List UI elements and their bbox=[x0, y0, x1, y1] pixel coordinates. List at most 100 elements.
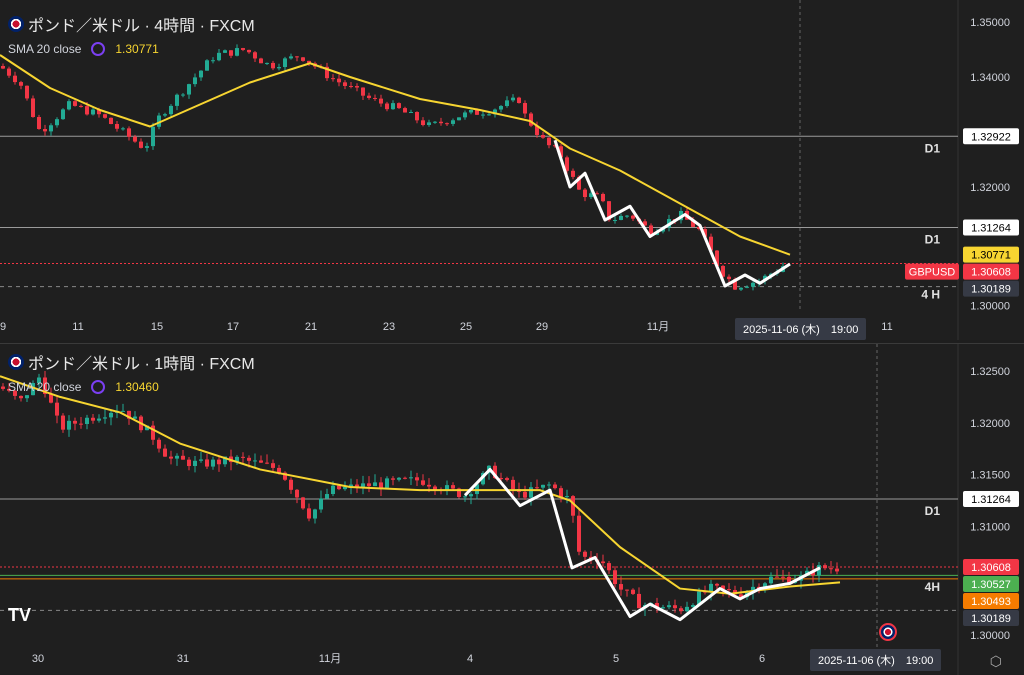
candle-body bbox=[349, 484, 353, 487]
chart-panel-4h[interactable]: D1 D1 4 H 1.35000 1.34000 1.32922 1.32000 1.312… bbox=[0, 0, 1024, 340]
candle-body bbox=[67, 101, 71, 110]
candle-body bbox=[73, 101, 77, 106]
candle-body bbox=[157, 439, 161, 449]
candle-body bbox=[553, 484, 557, 489]
candle-body bbox=[139, 141, 143, 148]
candle-body bbox=[289, 56, 293, 59]
candle-body bbox=[481, 114, 485, 116]
candle-body bbox=[475, 109, 479, 115]
candle-body bbox=[19, 395, 23, 399]
candle-body bbox=[751, 282, 755, 287]
candle-body bbox=[313, 509, 317, 519]
line-tag: D1 bbox=[925, 232, 941, 246]
sma-label[interactable]: SMA 20 close bbox=[8, 42, 82, 56]
candle-body bbox=[49, 393, 53, 403]
candle-body bbox=[301, 497, 305, 509]
candle-body bbox=[685, 606, 689, 612]
candle-body bbox=[655, 602, 659, 609]
candle-body bbox=[499, 478, 503, 480]
time-axis-label: 30 bbox=[32, 653, 44, 665]
price-box bbox=[963, 128, 1019, 145]
candle-body bbox=[769, 576, 773, 584]
sma-line bbox=[0, 54, 791, 256]
gbp-flag-icon bbox=[8, 354, 24, 370]
candle-body bbox=[433, 121, 437, 123]
line-tag: D1 bbox=[925, 141, 941, 155]
candle-body bbox=[421, 120, 425, 126]
candle-body bbox=[385, 103, 389, 110]
candle-body bbox=[277, 67, 281, 69]
candle-body bbox=[709, 236, 713, 251]
candle-body bbox=[337, 78, 341, 83]
candle-body bbox=[91, 417, 95, 421]
candle-body bbox=[547, 484, 551, 486]
tradingview-logo[interactable]: TV bbox=[8, 605, 32, 625]
zigzag-line bbox=[463, 467, 821, 622]
candle-body bbox=[223, 50, 227, 53]
candle-body bbox=[505, 478, 509, 480]
candle-body bbox=[175, 455, 179, 459]
candle-body bbox=[493, 465, 497, 479]
candle-body bbox=[469, 109, 473, 113]
candle-body bbox=[25, 85, 29, 99]
gear-icon[interactable]: ⬡ bbox=[989, 653, 1002, 669]
candle-body bbox=[679, 608, 683, 612]
time-axis-label: 6 bbox=[759, 653, 765, 665]
candle-body bbox=[469, 494, 473, 497]
chart-panel-1h[interactable]: D1 4H 1.32500 1.32000 1.31500 1.31264 1.31000 1… bbox=[0, 343, 1024, 675]
candle-body bbox=[571, 496, 575, 516]
candle-body bbox=[433, 486, 437, 490]
candle-body bbox=[403, 108, 407, 113]
price-axis-label: 1.31000 bbox=[970, 521, 1010, 533]
candle-body bbox=[37, 377, 41, 384]
candle-body bbox=[697, 226, 701, 230]
candle-body bbox=[709, 583, 713, 593]
crosshair-time-label: 2025-11-06 (木) 19:00 bbox=[735, 318, 867, 340]
time-axis-label: 15 bbox=[151, 321, 163, 333]
candle-body bbox=[331, 485, 335, 495]
chart-canvas-1h[interactable]: D1 4H 1.32500 1.32000 1.31500 1.31264 1.31000 1… bbox=[0, 344, 1024, 675]
candle-body bbox=[193, 460, 197, 467]
candle-body bbox=[295, 489, 299, 498]
candle-body bbox=[691, 605, 695, 607]
candle-body bbox=[55, 119, 59, 126]
candle-body bbox=[175, 94, 179, 106]
chart-canvas-4h[interactable]: D1 D1 4 H 1.35000 1.34000 1.32922 1.32000 1.312… bbox=[0, 0, 1024, 340]
uk-event-icon[interactable] bbox=[879, 623, 897, 641]
price-box-label: 1.30608 bbox=[971, 267, 1011, 279]
sma-label[interactable]: SMA 20 close bbox=[8, 380, 82, 394]
candle-body bbox=[247, 49, 251, 53]
candle-body bbox=[325, 494, 329, 499]
candle-body bbox=[217, 52, 221, 61]
candle-body bbox=[199, 459, 203, 461]
price-box-label: 1.31264 bbox=[971, 222, 1011, 234]
candle-body bbox=[775, 576, 779, 578]
sync-icon bbox=[91, 42, 106, 56]
candle-body bbox=[409, 112, 413, 114]
candle-body bbox=[85, 417, 89, 425]
time-axis-label: 11月 bbox=[319, 653, 341, 665]
candle-body bbox=[457, 488, 461, 497]
candle-body bbox=[613, 570, 617, 585]
symbol-title[interactable]: ポンド／米ドル · 1時間 · FXCM bbox=[28, 356, 255, 373]
candle-body bbox=[463, 112, 467, 118]
price-box bbox=[963, 263, 1019, 280]
candle-body bbox=[541, 484, 545, 488]
candle-body bbox=[217, 459, 221, 465]
candle-body bbox=[241, 456, 245, 458]
candle-body bbox=[625, 589, 629, 591]
candle-body bbox=[445, 123, 449, 125]
candle-body bbox=[367, 483, 371, 487]
candle-body bbox=[181, 455, 185, 460]
candle-body bbox=[13, 75, 17, 83]
candle-body bbox=[829, 568, 833, 570]
price-box-label: 1.30527 bbox=[971, 579, 1011, 591]
candle-body bbox=[7, 388, 11, 391]
candle-body bbox=[637, 593, 641, 609]
candle-body bbox=[445, 485, 449, 491]
price-box-label: 1.30493 bbox=[971, 596, 1011, 608]
symbol-title[interactable]: ポンド／米ドル · 4時間 · FXCM bbox=[28, 18, 255, 35]
candle-body bbox=[19, 82, 23, 86]
candle-body bbox=[625, 215, 629, 217]
candle-body bbox=[133, 416, 137, 419]
